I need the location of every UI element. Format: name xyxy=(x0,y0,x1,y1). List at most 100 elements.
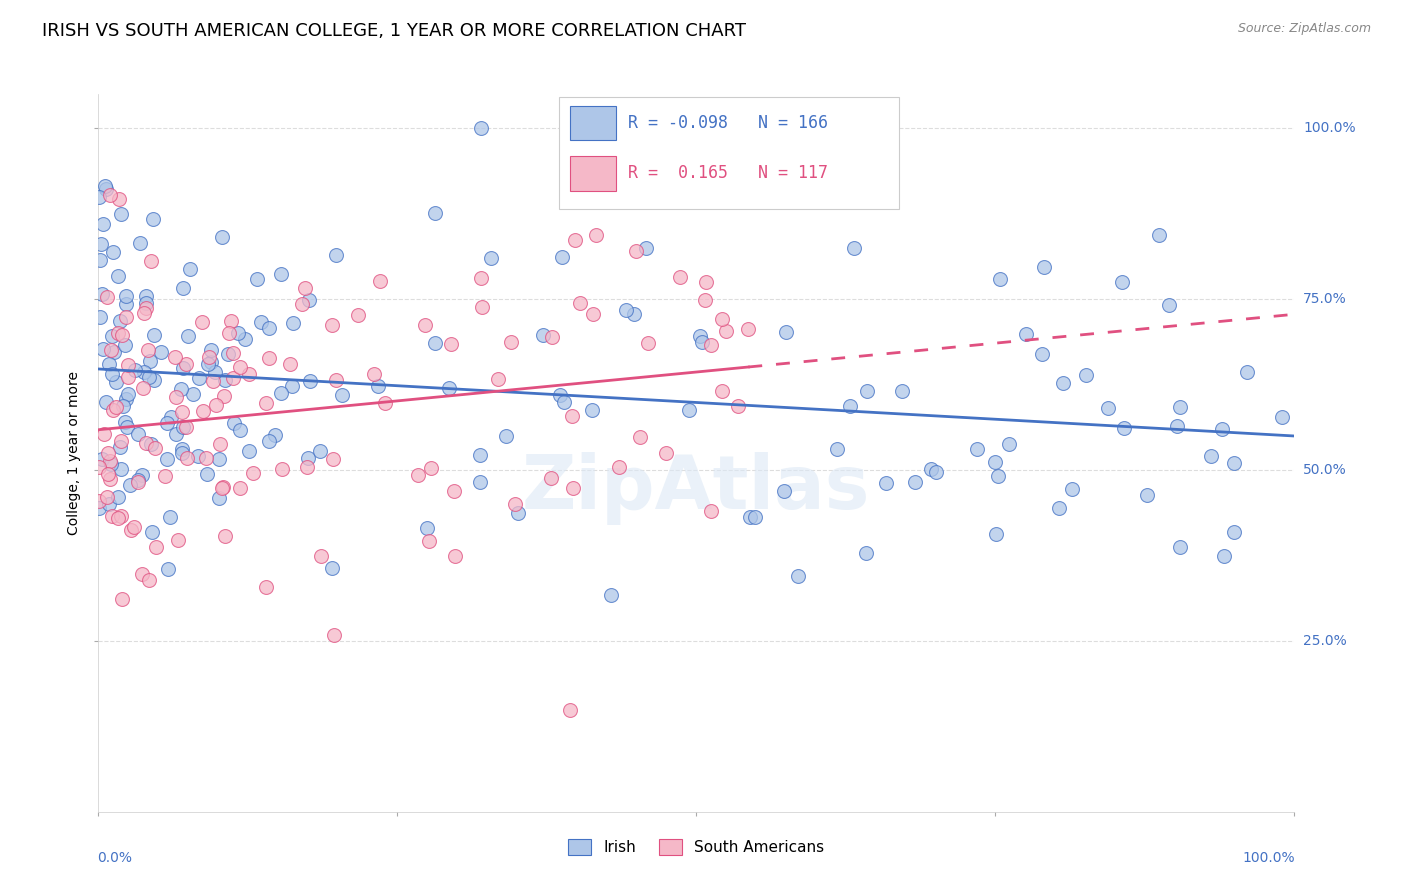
Point xyxy=(173,420,195,434)
Point xyxy=(654,445,676,459)
Point xyxy=(495,429,517,443)
Point xyxy=(97,467,120,482)
Point xyxy=(1097,401,1119,416)
Point xyxy=(772,483,794,498)
Point xyxy=(103,345,125,359)
Point xyxy=(127,426,149,441)
Point xyxy=(191,404,214,418)
Point xyxy=(114,337,136,351)
Point xyxy=(200,343,222,357)
Point xyxy=(101,329,124,343)
Point xyxy=(115,392,138,406)
Point xyxy=(413,318,436,333)
FancyBboxPatch shape xyxy=(558,97,900,209)
Point xyxy=(553,394,575,409)
Point xyxy=(156,416,179,430)
Point xyxy=(891,384,914,399)
Point xyxy=(211,481,233,495)
Point xyxy=(558,703,581,717)
Point xyxy=(637,335,659,350)
Point xyxy=(257,321,280,335)
Point xyxy=(117,370,139,384)
Point xyxy=(87,493,110,508)
Point xyxy=(1074,368,1097,382)
Point xyxy=(299,374,322,388)
Point xyxy=(218,326,240,340)
Point xyxy=(1223,456,1246,470)
Point xyxy=(91,218,114,232)
Text: 0.0%: 0.0% xyxy=(97,851,132,865)
Point xyxy=(142,328,165,343)
Point xyxy=(470,120,492,135)
Point xyxy=(120,523,142,537)
Legend: Irish, South Americans: Irish, South Americans xyxy=(562,833,830,862)
Point xyxy=(89,310,111,324)
Point xyxy=(165,390,187,404)
Point xyxy=(600,588,623,602)
Point xyxy=(425,206,447,220)
Point xyxy=(87,190,110,204)
Point xyxy=(172,361,194,376)
Point xyxy=(540,330,562,344)
Point xyxy=(110,440,132,454)
Point xyxy=(1236,365,1258,379)
Point xyxy=(250,315,273,329)
Point xyxy=(270,386,292,401)
Point xyxy=(101,367,124,381)
Point xyxy=(775,325,797,339)
Point xyxy=(406,468,429,483)
FancyBboxPatch shape xyxy=(571,156,616,191)
Point xyxy=(101,403,124,417)
Point xyxy=(98,188,121,202)
Point xyxy=(101,508,124,523)
Point xyxy=(984,455,1007,469)
Point xyxy=(540,471,562,485)
Point xyxy=(200,354,222,368)
Point xyxy=(1136,488,1159,502)
Point xyxy=(548,388,571,402)
Point xyxy=(94,182,117,196)
Point xyxy=(135,289,157,303)
Point xyxy=(195,451,218,466)
Point xyxy=(468,448,491,462)
Point xyxy=(205,398,228,412)
Point xyxy=(711,384,734,398)
Point xyxy=(281,378,304,392)
Point xyxy=(111,399,134,413)
Point xyxy=(607,460,630,475)
Point xyxy=(110,508,132,523)
Text: Source: ZipAtlas.com: Source: ZipAtlas.com xyxy=(1237,22,1371,36)
Point xyxy=(107,268,129,283)
Point xyxy=(157,562,180,576)
Point xyxy=(134,365,156,379)
Point xyxy=(1033,260,1056,274)
Point xyxy=(228,326,250,340)
Text: 25.0%: 25.0% xyxy=(1303,633,1347,648)
Point xyxy=(1157,298,1180,312)
Point xyxy=(98,472,121,486)
Point xyxy=(198,351,221,365)
Point xyxy=(98,357,121,371)
Point xyxy=(418,533,440,548)
Point xyxy=(131,381,153,395)
Point xyxy=(131,566,153,581)
Y-axis label: College, 1 year or more: College, 1 year or more xyxy=(67,371,82,534)
Point xyxy=(208,437,231,451)
Point xyxy=(787,569,810,583)
Point xyxy=(110,207,132,221)
Point xyxy=(181,387,204,401)
Point xyxy=(172,281,194,295)
Point xyxy=(325,373,347,387)
Point xyxy=(135,296,157,310)
Point xyxy=(145,540,167,554)
Point xyxy=(257,351,280,365)
Point xyxy=(187,370,209,384)
Text: 100.0%: 100.0% xyxy=(1241,851,1295,865)
Point xyxy=(229,360,252,375)
Point xyxy=(503,497,526,511)
Point xyxy=(988,272,1011,286)
Point xyxy=(176,451,198,466)
Point xyxy=(561,409,583,424)
Point xyxy=(170,446,193,460)
Point xyxy=(420,461,443,475)
